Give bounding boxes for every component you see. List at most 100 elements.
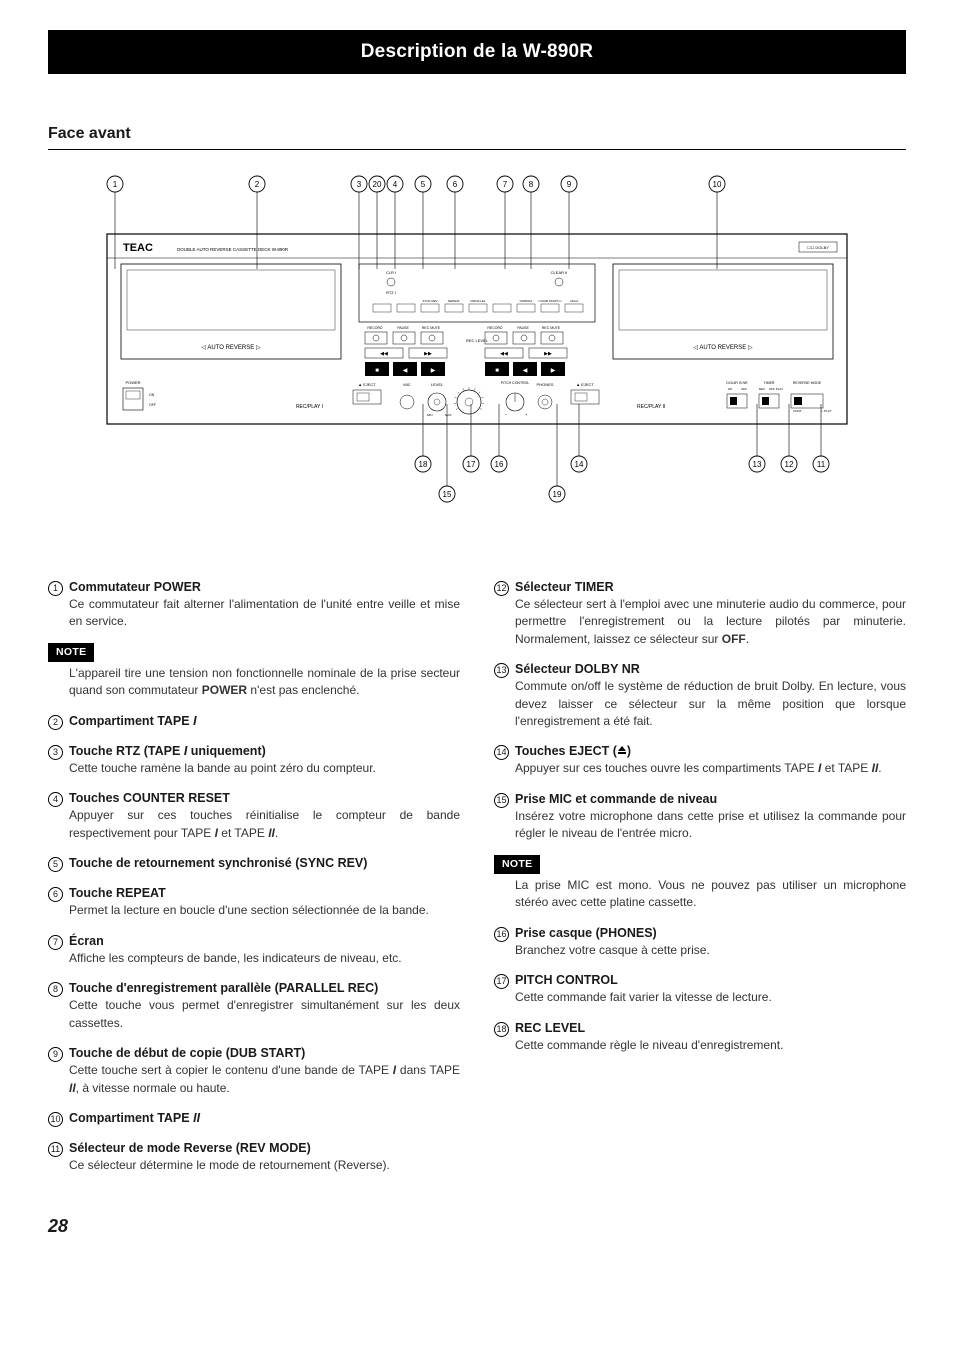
svg-text:◀◀: ◀◀ [500, 351, 508, 357]
item-head: 2Compartiment TAPE I [48, 712, 460, 730]
item-desc: Ce sélecteur détermine le mode de retour… [69, 1157, 460, 1174]
item-number: 1 [48, 581, 63, 596]
svg-text:SYNC REV: SYNC REV [422, 299, 437, 303]
item-10: 10Compartiment TAPE II [48, 1109, 460, 1127]
item-title: Touches COUNTER RESET [69, 789, 230, 807]
item-5: 5Touche de retournement synchronisé (SYN… [48, 854, 460, 872]
item-number: 16 [494, 927, 509, 942]
item-16: 16 Prise casque (PHONES)Branchez votre ca… [494, 924, 906, 960]
item-title: Touche de début de copie (DUB START) [69, 1044, 305, 1062]
svg-text:LEVEL: LEVEL [431, 382, 444, 387]
svg-text:CLR I: CLR I [386, 270, 396, 275]
item-title: Compartiment TAPE I [69, 712, 197, 730]
item-8: 8Touche d'enregistrement parallèle (PARA… [48, 979, 460, 1032]
item-6: 6Touche REPEATPermet la lecture en boucl… [48, 884, 460, 920]
item-7: 7ÉcranAffiche les compteurs de bande, le… [48, 932, 460, 968]
item-number: 9 [48, 1047, 63, 1062]
svg-text:7: 7 [503, 180, 508, 189]
item-number: 5 [48, 857, 63, 872]
svg-text:▶: ▶ [551, 368, 556, 374]
item-18: 18REC LEVELCette commande règle le nivea… [494, 1019, 906, 1055]
svg-text:◁ AUTO REVERSE ▷: ◁ AUTO REVERSE ▷ [693, 345, 753, 351]
item-desc: Cette touche ramène la bande au point zé… [69, 760, 460, 777]
item-desc: Cette touche sert à copier le contenu d'… [69, 1062, 460, 1097]
item-head: 8Touche d'enregistrement parallèle (PARA… [48, 979, 460, 997]
item-desc: Insérez votre microphone dans cette pris… [515, 808, 906, 843]
item-14: 14 Touches EJECT ()Appuyer sur ces touche… [494, 742, 906, 778]
svg-text:▷ PLAY: ▷ PLAY [821, 409, 832, 413]
svg-text:▶▶: ▶▶ [544, 351, 552, 357]
svg-text:1: 1 [113, 180, 118, 189]
svg-text:PAUSE: PAUSE [397, 326, 409, 330]
item-2: 2Compartiment TAPE I [48, 712, 460, 730]
item-head: 11Sélecteur de mode Reverse (REV MODE) [48, 1139, 460, 1157]
title-bar: Description de la W-890R [48, 30, 906, 74]
item-title: Écran [69, 932, 104, 950]
item-head: 4 Touches COUNTER RESET [48, 789, 460, 807]
item-title: Prise casque (PHONES) [515, 924, 657, 942]
note-block: NOTE L'appareil tire une tension non fonc… [48, 643, 460, 700]
svg-text:◀: ◀ [523, 368, 528, 374]
item-desc: Cette commande règle le niveau d'enregis… [515, 1037, 906, 1054]
page-number: 28 [48, 1213, 906, 1239]
svg-text:◀◀: ◀◀ [380, 351, 388, 357]
item-desc: Appuyer sur ces touches ouvre les compar… [515, 760, 906, 777]
svg-text:12: 12 [785, 460, 794, 469]
item-desc: Branchez votre casque à cette prise. [515, 942, 906, 959]
svg-text:4: 4 [393, 180, 398, 189]
eject-icon [617, 746, 627, 756]
note-tag: NOTE [48, 643, 94, 662]
item-desc: Cette commande fait varier la vitesse de… [515, 989, 906, 1006]
note-text: L'appareil tire une tension non fonction… [69, 665, 460, 700]
item-desc: Cette touche vous permet d'enregistrer s… [69, 997, 460, 1032]
svg-text:REC MUTE: REC MUTE [422, 326, 441, 330]
svg-text:REVERSE MODE: REVERSE MODE [793, 381, 822, 385]
svg-text:NORMAL: NORMAL [520, 299, 533, 303]
svg-text:☐☐ DOLBY: ☐☐ DOLBY [807, 245, 829, 250]
item-number: 17 [494, 974, 509, 989]
item-number: 3 [48, 745, 63, 760]
svg-text:==DUB START==: ==DUB START== [538, 299, 562, 303]
right-column: 12Sélecteur TIMERCe sélecteur sert à l'e… [494, 578, 906, 1187]
svg-text:PARALLEL: PARALLEL [471, 299, 486, 303]
item-head: 5Touche de retournement synchronisé (SYN… [48, 854, 460, 872]
item-head: 18REC LEVEL [494, 1019, 906, 1037]
svg-text:CONT: CONT [793, 409, 802, 413]
svg-text:OFF: OFF [149, 403, 156, 407]
svg-text:PAUSE: PAUSE [517, 326, 529, 330]
item-desc: Appuyer sur ces touches réinitialise le … [69, 807, 460, 842]
front-panel-diagram: TEACDOUBLE AUTO REVERSE CASSETTE DECK W-… [48, 164, 906, 544]
item-title: Touche REPEAT [69, 884, 166, 902]
item-number: 8 [48, 982, 63, 997]
svg-text:HIGH: HIGH [570, 299, 578, 303]
item-number: 18 [494, 1022, 509, 1037]
item-head: 1 Commutateur POWER [48, 578, 460, 596]
item-head: 10Compartiment TAPE II [48, 1109, 460, 1127]
svg-text:REC/PLAY I: REC/PLAY I [296, 404, 323, 410]
svg-text:TIMER: TIMER [764, 381, 775, 385]
item-desc: Ce sélecteur sert à l'emploi avec une mi… [515, 596, 906, 648]
item-13: 13Sélecteur DOLBY NRCommute on/off le sy… [494, 660, 906, 730]
item-number: 7 [48, 935, 63, 950]
item-9: 9 Touche de début de copie (DUB START)Cet… [48, 1044, 460, 1097]
svg-text:9: 9 [567, 180, 572, 189]
item-number: 4 [48, 792, 63, 807]
item-number: 14 [494, 745, 509, 760]
svg-text:OFF: OFF [741, 387, 747, 391]
item-12: 12Sélecteur TIMERCe sélecteur sert à l'e… [494, 578, 906, 648]
item-head: 3Touche RTZ (TAPE I uniquement) [48, 742, 460, 760]
item-17: 17PITCH CONTROLCette commande fait varie… [494, 971, 906, 1007]
item-title: Touches EJECT () [515, 742, 631, 760]
item-number: 15 [494, 793, 509, 808]
item-number: 12 [494, 581, 509, 596]
item-head: 14 Touches EJECT () [494, 742, 906, 760]
item-4: 4 Touches COUNTER RESETAppuyer sur ces to… [48, 789, 460, 842]
svg-text:■: ■ [495, 368, 499, 374]
item-title: Commutateur POWER [69, 578, 201, 596]
svg-text:15: 15 [443, 490, 452, 499]
svg-text:REC: REC [759, 387, 766, 391]
item-number: 13 [494, 663, 509, 678]
svg-text:▶▶: ▶▶ [424, 351, 432, 357]
svg-text:3: 3 [357, 180, 362, 189]
item-head: 16 Prise casque (PHONES) [494, 924, 906, 942]
